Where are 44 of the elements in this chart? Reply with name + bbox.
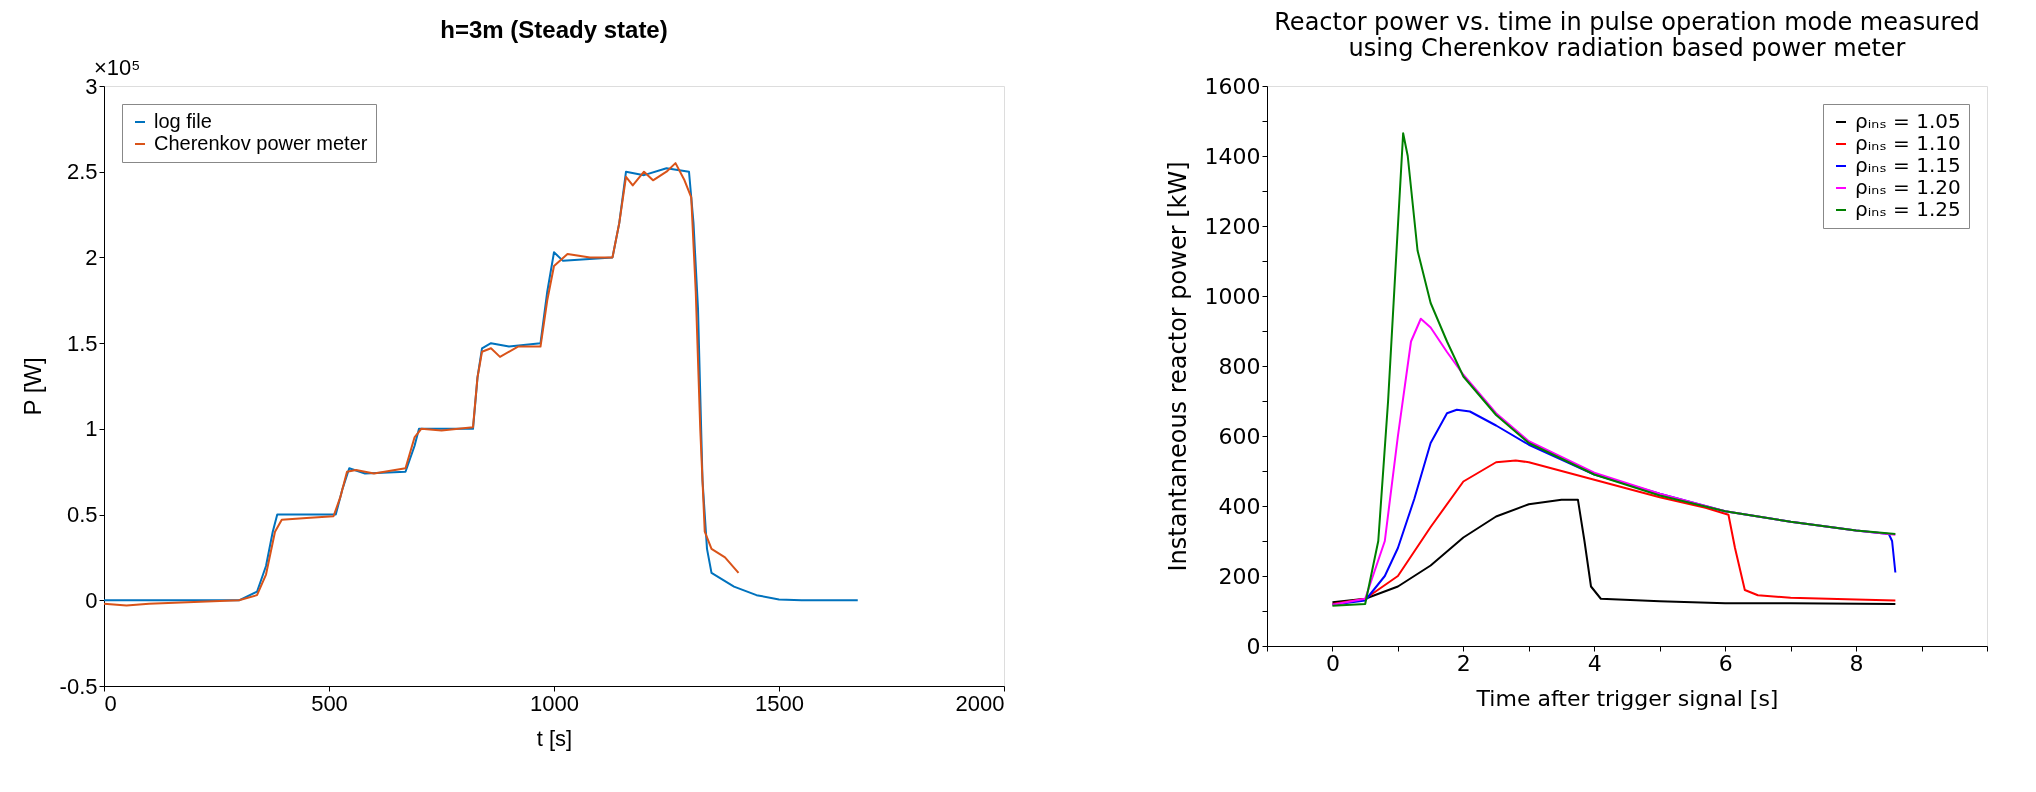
x-tick-label: 0 (104, 690, 117, 716)
chart-title: h=3m (Steady state) (440, 16, 668, 43)
y-axis-title: P [W] (18, 357, 46, 416)
y-axis-title: Instantaneous reactor power [kW] (1163, 161, 1192, 572)
y-tick-label: 800 (1218, 353, 1261, 379)
y-tick-label: 200 (1218, 563, 1261, 589)
y-tick-label: -0.5 (59, 673, 98, 699)
y-tick-label: 400 (1218, 493, 1261, 519)
y-tick-label: 0 (85, 587, 98, 613)
y-tick-label: 1 (85, 416, 98, 442)
x-tick-label: 4 (1587, 650, 1602, 676)
line-series (103, 167, 859, 602)
line-series (1331, 498, 1897, 605)
legend-label: log file (154, 110, 212, 132)
x-tick-label: 1500 (755, 690, 804, 716)
x-tick-label: 8 (1849, 650, 1864, 676)
y-tick-label: 0.5 (66, 502, 98, 528)
legend-label: Cherenkov power meter (154, 132, 368, 154)
x-tick-label: 500 (311, 690, 348, 716)
y-tick-label: 600 (1218, 423, 1261, 449)
x-axis-title: Time after trigger signal [s] (1475, 685, 1779, 711)
y-tick-label: 0 (1246, 633, 1261, 659)
legend-label: ρᵢₙₛ = 1.10 (1855, 131, 1961, 155)
x-axis-title: t [s] (536, 725, 573, 751)
legend-label: ρᵢₙₛ = 1.20 (1855, 175, 1961, 199)
x-tick-label: 2 (1456, 650, 1471, 676)
y-tick-label: 2 (85, 244, 98, 270)
x-tick-label: 6 (1718, 650, 1733, 676)
y-tick-label: 1200 (1204, 213, 1261, 239)
legend-label: ρᵢₙₛ = 1.25 (1855, 197, 1961, 221)
x-tick-label: 1000 (530, 690, 579, 716)
y-tick-label: 1400 (1204, 143, 1261, 169)
line-series (1331, 132, 1897, 607)
x-tick-label: 0 (1325, 650, 1340, 676)
x-tick-label: 2000 (955, 690, 1005, 716)
y-tick-label: 1000 (1204, 283, 1261, 309)
y-tick-label: 2.5 (66, 159, 98, 185)
legend-label: ρᵢₙₛ = 1.15 (1855, 153, 1961, 177)
legend-label: ρᵢₙₛ = 1.05 (1855, 109, 1961, 133)
y-tick-label: 1600 (1204, 73, 1261, 99)
line-series (103, 162, 740, 607)
chart-title: Reactor power vs. time in pulse operation mode measured using Cherenkov radiation based power meter (1274, 8, 1980, 62)
y-tick-label: 1.5 (66, 330, 98, 356)
line-series (1331, 459, 1897, 605)
